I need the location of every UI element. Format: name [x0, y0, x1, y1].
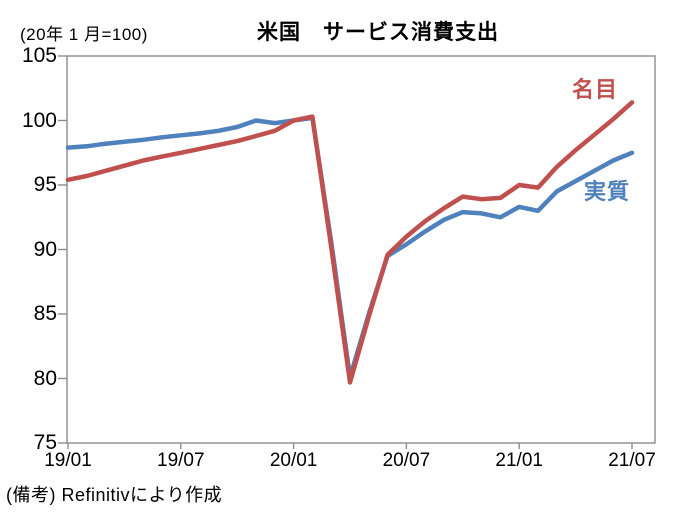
y-tick-label: 85 [33, 302, 57, 325]
y-tick-label: 105 [21, 44, 57, 67]
y-tick-label: 90 [33, 237, 57, 261]
series-label-nominal: 名目 [572, 77, 619, 102]
index-base-note: (20年 1 月=100) [20, 25, 148, 44]
x-tick-label: 19/01 [44, 450, 92, 471]
x-tick-label: 21/07 [608, 450, 656, 471]
x-tick-label: 20/01 [269, 450, 318, 471]
series-label-real: 実質 [584, 179, 631, 204]
x-tick-label: 20/07 [382, 450, 431, 471]
x-tick-label: 19/07 [157, 450, 205, 471]
y-tick-label: 100 [21, 108, 57, 132]
source-note: (備考) Refinitivにより作成 [6, 485, 223, 505]
y-tick-label: 80 [33, 366, 57, 390]
y-tick-label: 75 [33, 431, 57, 454]
line-nominal [65, 100, 635, 385]
x-tick-label: 21/01 [495, 450, 543, 471]
y-tick-label: 95 [33, 173, 57, 196]
plot-area-border [66, 55, 656, 444]
chart-title: 米国 サービス消費支出 [257, 21, 499, 44]
